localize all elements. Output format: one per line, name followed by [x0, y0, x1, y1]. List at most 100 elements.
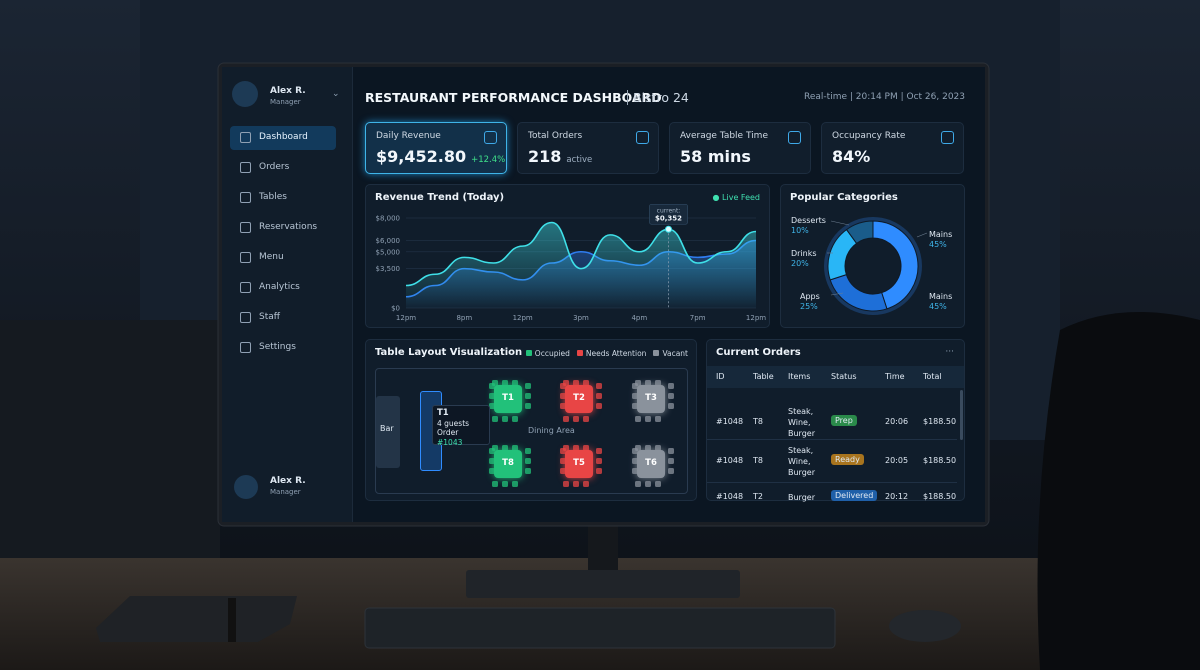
user-menu-caret[interactable]: ⌄ [332, 89, 340, 99]
order-cell: 20:12 [885, 492, 909, 501]
chair [502, 416, 508, 422]
chair [489, 468, 495, 474]
order-cell: $188.50 [923, 492, 957, 501]
nav-icon [240, 192, 251, 203]
chair [632, 458, 638, 464]
chair [573, 416, 579, 422]
kpi-value-text: 58 mins [680, 147, 751, 166]
callout-label: Mains [929, 230, 952, 239]
chair [525, 448, 531, 454]
monitor-base [466, 570, 740, 598]
column-header: Status [831, 372, 857, 381]
orders-panel: Current Orders ··· ID Table Items Status Tim… [706, 339, 965, 502]
bar-label: Bar [380, 424, 394, 433]
chair [655, 445, 661, 451]
nav-icon [240, 162, 251, 173]
x-tick-label: 12pm [396, 314, 416, 322]
chair [525, 458, 531, 464]
nav-item[interactable]: Orders [230, 156, 336, 180]
kpi-icon [941, 131, 954, 144]
nav-item[interactable]: Reservations [230, 216, 336, 240]
callout-leader [830, 292, 844, 296]
live-feed-label: Live Feed [722, 193, 760, 202]
panel-title: Popular Categories [790, 192, 898, 203]
nav-item[interactable]: Dashboard [230, 126, 336, 150]
y-tick-label: $3,500 [376, 265, 401, 273]
table[interactable]: T8 [494, 450, 522, 478]
chair [489, 403, 495, 409]
order-cell: $188.50 [923, 417, 957, 426]
keyboard [364, 607, 836, 649]
nav-item[interactable]: Tables [230, 186, 336, 210]
nav-item[interactable]: Settings [230, 336, 336, 360]
nav-label: Dashboard [259, 132, 308, 142]
nav-item[interactable]: Analytics [230, 276, 336, 300]
chair [668, 393, 674, 399]
chair [632, 468, 638, 474]
status-badge: Ready [831, 454, 864, 465]
kpi-value: 58 mins [680, 147, 751, 166]
column-header: Time [885, 372, 905, 381]
x-tick-label: 3pm [573, 314, 589, 322]
chair [1037, 312, 1200, 670]
nav-item[interactable]: Menu [230, 246, 336, 270]
chair [635, 481, 641, 487]
kpi-card: Average Table Time 58 mins [669, 122, 811, 174]
donut-slice [872, 220, 919, 310]
callout-value: 20% [791, 259, 809, 268]
chair [645, 416, 651, 422]
legend-swatch [653, 350, 660, 356]
table[interactable]: T5 [565, 450, 593, 478]
kpi-label: Average Table Time [680, 131, 768, 141]
chair [525, 393, 531, 399]
chair [655, 380, 661, 386]
chair [655, 416, 661, 422]
legend-label: Occupied [534, 349, 570, 358]
donut-slice [845, 220, 874, 245]
donut-glow [824, 217, 922, 315]
order-cell: T2 [753, 492, 763, 501]
kpi-value-text: 218 [528, 147, 562, 166]
chair [512, 445, 518, 451]
avatar [234, 475, 258, 499]
table[interactable]: T6 [637, 450, 665, 478]
column-header: Items [788, 372, 811, 381]
order-cell: Burger [788, 493, 815, 502]
nav-label: Orders [259, 162, 290, 172]
kpi-unit: active [566, 155, 593, 165]
x-tick-label: 12pm [513, 314, 533, 322]
annotation-box [649, 203, 688, 225]
chair [512, 481, 518, 487]
kpi-label: Occupancy Rate [832, 131, 906, 141]
chair [596, 448, 602, 454]
callout-value: 45% [929, 302, 947, 311]
chair [583, 380, 589, 386]
chair [489, 393, 495, 399]
chair [583, 481, 589, 487]
table[interactable]: T3 [637, 385, 665, 413]
callout-label: Drinks [791, 249, 817, 258]
chair [668, 468, 674, 474]
chair [563, 445, 569, 451]
order-cell: T8 [753, 456, 763, 465]
table[interactable]: T1 [494, 385, 522, 413]
live-feed[interactable]: ● Live Feed [712, 193, 761, 202]
notebook-band [228, 598, 236, 642]
orders-menu[interactable]: ··· [945, 347, 954, 357]
status-badge: Prep [831, 415, 857, 426]
callout-label: Mains [929, 292, 952, 301]
chair [560, 403, 566, 409]
table[interactable]: T2 [565, 385, 593, 413]
tooltip-order-id: #1043 [437, 437, 463, 447]
chair [632, 448, 638, 454]
legend-item: Vacant [653, 349, 688, 358]
nav-item[interactable]: Staff [230, 306, 336, 330]
chair [668, 403, 674, 409]
annotation-label: current: [657, 207, 681, 214]
chair [573, 445, 579, 451]
chair [583, 416, 589, 422]
revenue-panel: Revenue Trend (Today) ● Live Feed $8,000… [365, 184, 770, 328]
bar-area: Bar [376, 396, 400, 468]
chair [635, 445, 641, 451]
